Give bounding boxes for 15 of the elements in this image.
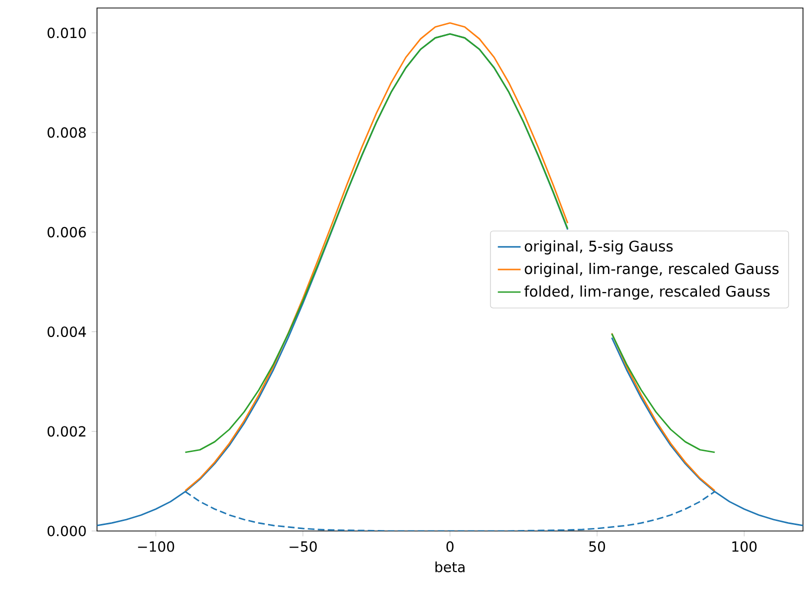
legend-label: original, 5-sig Gauss [524,240,673,254]
y-tick-label: 0.010 [48,28,86,38]
x-tick-label: 100 [732,541,757,552]
x-tick-label: −100 [138,541,174,552]
y-tick-label: 0.000 [48,526,86,536]
y-tick-label: 0.002 [48,426,86,437]
x-tick-label: 0 [446,541,454,552]
legend-label: folded, lim-range, rescaled Gauss [524,285,770,300]
y-tick-label: 0.006 [48,226,86,238]
x-tick-label: −50 [290,541,317,552]
x-axis-title: beta [435,561,465,572]
x-tick-label: 50 [589,541,606,552]
y-tick-label: 0.008 [48,127,86,138]
legend-label: original, lim-range, rescaled Gauss [524,262,779,278]
y-tick-label: 0.004 [48,326,86,338]
